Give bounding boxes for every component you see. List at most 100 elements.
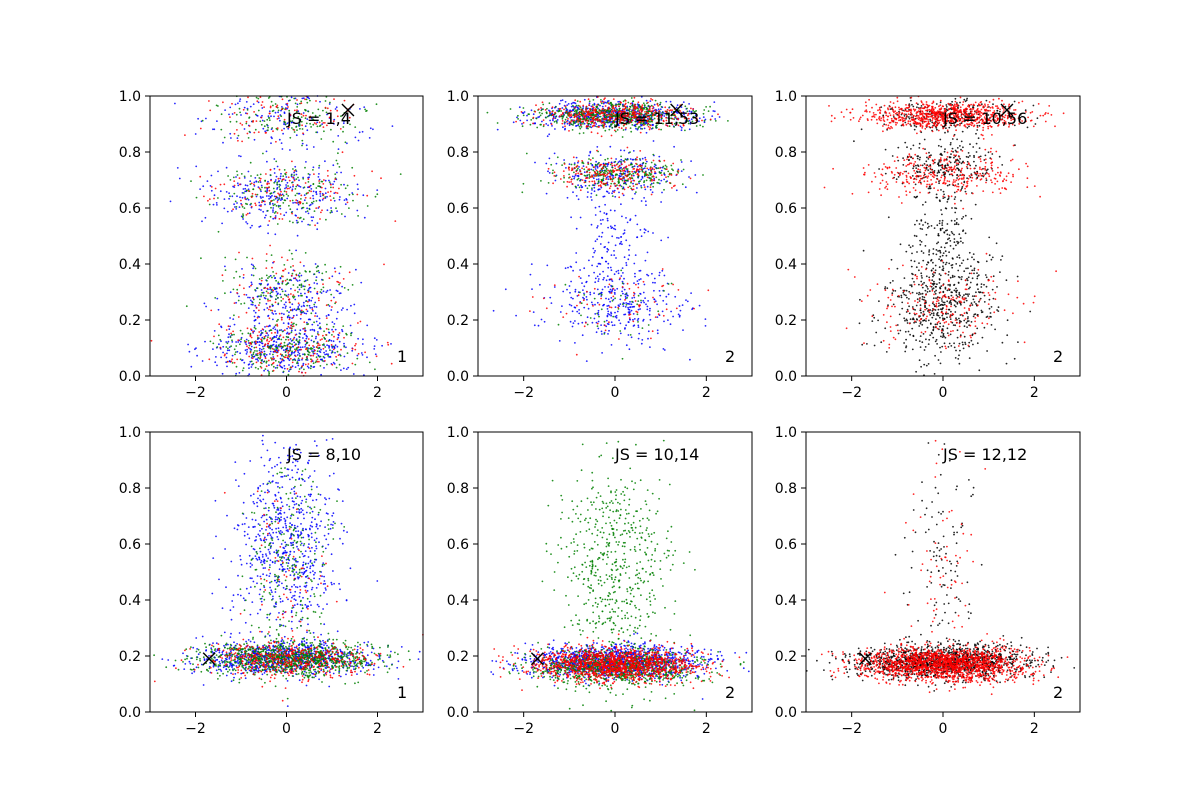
scatter-point [276,295,278,297]
scatter-point [296,193,298,195]
scatter-point [252,363,254,365]
scatter-point [338,188,340,190]
scatter-point [553,118,555,120]
scatter-point [311,340,313,342]
scatter-point [582,334,584,336]
scatter-point [638,283,640,285]
scatter-point [319,193,321,195]
scatter-point [349,271,351,273]
scatter-point [311,329,313,331]
scatter-point [614,210,616,212]
scatter-point [601,236,603,238]
scatter-point [614,316,616,318]
scatter-point [232,355,234,357]
scatter-point [339,282,341,284]
scatter-point [258,110,260,112]
scatter-point [324,338,326,340]
scatter-point [330,294,332,296]
scatter-point [574,176,576,178]
scatter-point [319,182,321,184]
scatter-point [332,187,334,189]
scatter-point [220,357,222,359]
scatter-point [622,136,624,138]
scatter-point [251,341,253,343]
scatter-point [242,213,244,215]
scatter-point [309,271,311,273]
scatter-point [553,175,555,177]
scatter-point [628,311,630,313]
scatter-point [263,370,265,372]
scatter-point [394,220,396,222]
scatter-point [237,185,239,187]
scatter-point [288,333,290,335]
scatter-point [285,301,287,303]
scatter-point [302,311,304,313]
scatter-point [639,150,641,152]
scatter-point [370,127,372,129]
scatter-point [302,143,304,145]
scatter-point [719,116,721,118]
scatter-point [526,120,528,122]
scatter-point [596,194,598,196]
scatter-point [295,215,297,217]
scatter-point [653,298,655,300]
scatter-point [306,348,308,350]
scatter-point [299,276,301,278]
scatter-point [682,304,684,306]
scatter-point [270,339,272,341]
scatter-point [580,277,582,279]
scatter-point [641,128,643,130]
scatter-point [597,280,599,282]
scatter-point [266,192,268,194]
scatter-point [232,331,234,333]
scatter-point [265,368,267,370]
scatter-point [599,273,601,275]
scatter-point [597,276,599,278]
scatter-point [612,110,614,112]
scatter-point [261,117,263,119]
scatter-point [340,128,342,130]
scatter-point [308,354,310,356]
scatter-point [254,177,256,179]
scatter-point [302,285,304,287]
scatter-point [258,181,260,183]
scatter-point [264,326,266,328]
scatter-point [308,186,310,188]
scatter-point [263,338,265,340]
scatter-point [281,313,283,315]
scatter-point [580,217,582,219]
scatter-point [644,297,646,299]
scatter-point [631,301,633,303]
scatter-point [662,166,664,168]
scatter-point [623,167,625,169]
scatter-point [259,278,261,280]
scatter-point [151,340,153,342]
scatter-point [639,308,641,310]
scatter-point [713,101,715,103]
scatter-point [310,291,312,293]
scatter-point [347,367,349,369]
scatter-point [245,184,247,186]
scatter-point [603,124,605,126]
scatter-point [249,180,251,182]
scatter-point [289,200,291,202]
scatter-point [295,250,297,252]
scatter-point [563,170,565,172]
scatter-point [292,186,294,188]
scatter-point [339,332,341,334]
scatter-point [294,296,296,298]
scatter-point [269,190,271,192]
scatter-point [664,106,666,108]
scatter-point [627,187,629,189]
scatter-point [283,360,285,362]
scatter-point [586,122,588,124]
scatter-point [338,354,340,356]
scatter-point [312,355,314,357]
scatter-point [304,333,306,335]
scatter-point [306,202,308,204]
scatter-point [232,318,234,320]
scatter-point [589,292,591,294]
scatter-point [184,134,186,136]
scatter-point [621,168,623,170]
scatter-point [334,352,336,354]
